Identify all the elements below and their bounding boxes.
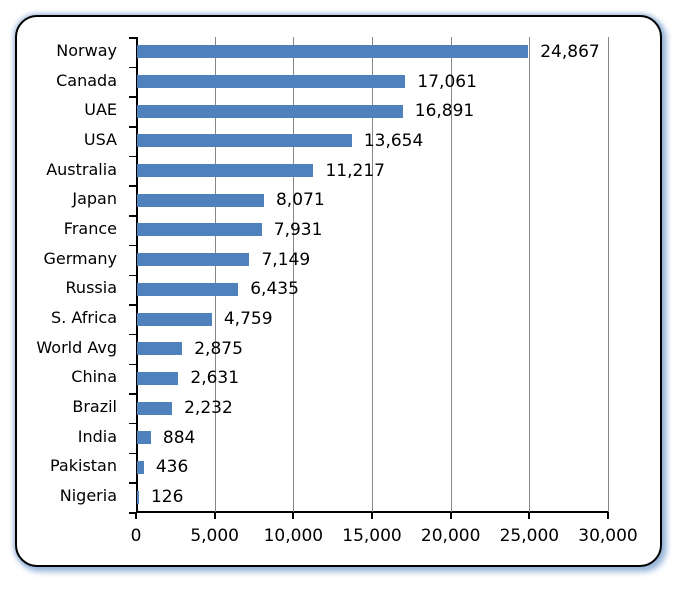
value-label: 16,891 xyxy=(414,101,475,122)
value-label: 7,149 xyxy=(261,249,311,270)
bar xyxy=(137,223,262,237)
y-tick xyxy=(129,482,136,484)
plot-area: 24,867 17,061 16,891 13,654 11,217 8,071 7,931… xyxy=(129,37,609,519)
category-label: China xyxy=(71,367,117,387)
gridline xyxy=(529,37,531,512)
bar xyxy=(137,282,239,296)
category-label: Canada xyxy=(56,70,117,90)
value-label: 2,875 xyxy=(194,338,243,359)
value-label: 6,435 xyxy=(250,279,299,300)
category-label: Germany xyxy=(43,248,117,268)
bar xyxy=(137,134,352,148)
y-tick xyxy=(129,452,136,455)
value-label: 4,759 xyxy=(223,309,273,330)
y-tick xyxy=(129,126,136,128)
bar xyxy=(137,490,139,504)
value-label: 884 xyxy=(162,427,196,448)
x-tick-label: 5,000 xyxy=(190,526,239,546)
y-tick xyxy=(129,363,136,366)
bar xyxy=(137,193,264,207)
bar xyxy=(137,104,403,118)
y-tick xyxy=(129,274,136,276)
category-label: France xyxy=(63,218,117,238)
value-label: 2,232 xyxy=(184,398,233,419)
bar xyxy=(137,253,250,267)
x-tick-label: 30,000 xyxy=(578,526,638,546)
category-label: Pakistan xyxy=(50,456,117,476)
value-label: 11,217 xyxy=(325,160,385,181)
category-label: Japan xyxy=(72,189,117,209)
category-label: India xyxy=(77,426,117,446)
category-label: Brazil xyxy=(72,397,117,417)
x-tick-label: 20,000 xyxy=(420,526,481,546)
value-label: 436 xyxy=(155,457,189,478)
gridline xyxy=(450,37,452,512)
y-tick xyxy=(129,66,136,69)
value-label: 8,071 xyxy=(275,190,325,211)
category-label: USA xyxy=(83,129,117,149)
y-tick xyxy=(129,393,136,395)
y-tick xyxy=(129,96,136,98)
category-axis-labels: Norway Canada UAE USA Australia Japan France Ge… xyxy=(20,37,117,512)
gridline xyxy=(214,37,216,512)
category-label: Norway xyxy=(56,40,117,60)
bar xyxy=(137,371,179,385)
gridline xyxy=(293,37,295,512)
x-tick xyxy=(449,512,452,519)
category-label: Nigeria xyxy=(59,486,117,506)
value-label: 17,061 xyxy=(417,71,477,92)
bar xyxy=(137,431,151,445)
y-axis-line xyxy=(136,37,138,512)
value-label: 24,867 xyxy=(540,41,600,62)
bar xyxy=(137,401,173,415)
x-tick xyxy=(607,512,609,519)
value-label: 7,931 xyxy=(273,219,323,240)
x-tick xyxy=(213,512,216,519)
gridline xyxy=(608,37,609,512)
x-tick xyxy=(135,512,137,519)
y-tick xyxy=(129,304,136,306)
x-tick-label: 10,000 xyxy=(263,526,324,546)
bar xyxy=(137,342,183,356)
y-tick xyxy=(129,422,136,425)
category-label: S. Africa xyxy=(51,308,117,328)
x-tick xyxy=(292,512,295,519)
x-tick-label: 25,000 xyxy=(499,526,560,546)
x-tick xyxy=(371,512,373,519)
y-tick xyxy=(129,155,136,158)
y-tick xyxy=(129,244,136,247)
category-label: Australia xyxy=(46,159,117,179)
x-tick-label: 0 xyxy=(130,526,142,546)
y-tick xyxy=(129,185,136,187)
y-tick xyxy=(129,333,136,336)
bar xyxy=(137,164,314,178)
gridline xyxy=(372,37,373,512)
x-tick xyxy=(528,512,531,519)
value-label: 13,654 xyxy=(363,130,424,151)
category-label: World Avg xyxy=(36,337,117,357)
category-label: UAE xyxy=(84,100,117,120)
bar xyxy=(137,312,212,326)
bar xyxy=(137,75,406,89)
x-tick-label: 15,000 xyxy=(342,526,402,546)
value-label: 126 xyxy=(150,487,184,508)
bar xyxy=(137,45,529,59)
value-label: 2,631 xyxy=(190,368,240,389)
bar xyxy=(137,460,144,474)
y-tick xyxy=(129,215,136,217)
category-label: Russia xyxy=(65,278,117,298)
y-tick xyxy=(129,512,136,514)
y-tick xyxy=(129,37,136,39)
